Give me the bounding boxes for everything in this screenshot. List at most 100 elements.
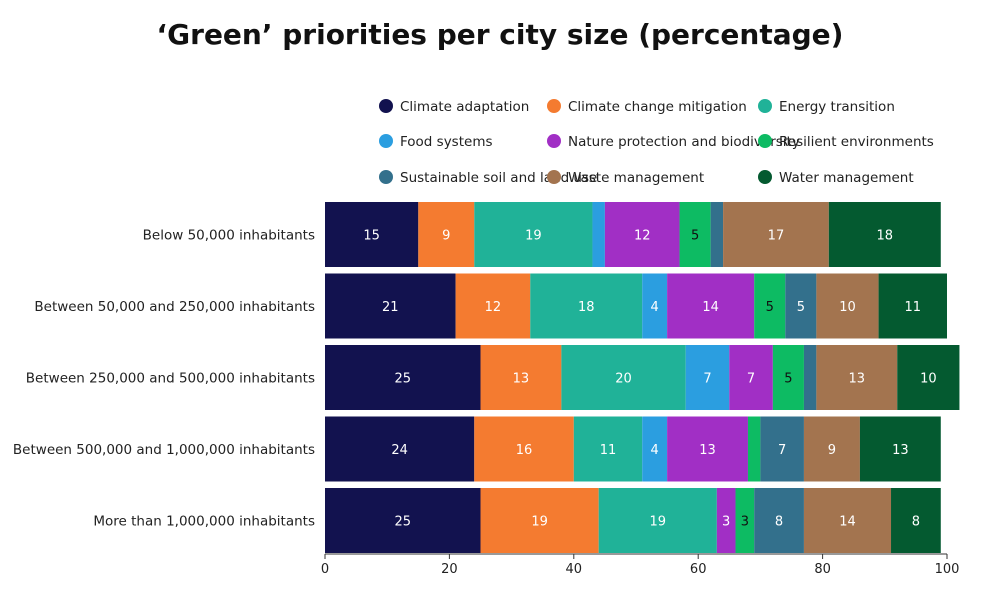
bar-climate-adaptation [325,345,481,410]
data-label: 14 [839,515,856,530]
data-label: 13 [513,372,530,387]
legend-label-food-systems: Food systems [400,134,493,150]
bar-climate-change-mitigation [418,202,475,267]
legend-label-energy-transition: Energy transition [779,99,895,115]
bar-nature-protection-and-biodiversity [604,202,680,267]
data-label: 25 [394,515,411,530]
legend-label-resilient-environments: Resilient environments [779,134,934,150]
data-label: 5 [766,300,774,315]
legend-label-climate-change-mitigation: Climate change mitigation [568,99,747,115]
bar-energy-transition [530,273,643,339]
bar-climate-change-mitigation [480,488,599,553]
x-tick-label: 60 [690,562,707,577]
category-label: Below 50,000 inhabitants [143,228,315,244]
chart-title: ‘Green’ priorities per city size (percen… [156,18,844,51]
x-tick-label: 20 [441,562,458,577]
bar-water-management [859,416,941,482]
data-label: 4 [651,300,659,315]
bar-food-systems [642,273,668,339]
data-label: 14 [702,300,719,315]
bar-water-management [828,202,941,267]
bar-sustainable-soil-and-land-use [760,416,804,482]
category-label: Between 500,000 and 1,000,000 inhabitant… [13,442,315,458]
bar-climate-change-mitigation [480,345,562,410]
bar-resilient-environments [747,416,761,482]
x-tick-label: 40 [566,562,583,577]
bar-water-management [891,488,941,553]
bar-energy-transition [598,488,717,553]
category-label: Between 250,000 and 500,000 inhabitants [26,371,315,387]
bar-water-management [897,345,960,410]
bar-sustainable-soil-and-land-use [754,488,804,553]
data-label: 5 [797,300,805,315]
data-label: 18 [578,300,595,315]
legend-marker-food-systems [379,134,393,148]
bar-climate-adaptation [325,273,456,339]
data-label: 19 [525,229,542,244]
data-label: 5 [691,229,699,244]
legend-marker-climate-adaptation [379,99,393,113]
data-label: 10 [839,300,856,315]
bar-resilient-environments [754,273,786,339]
data-label: 25 [394,372,411,387]
bar-waste-management [803,488,892,553]
bar-nature-protection-and-biodiversity [667,416,748,482]
legend-marker-waste-management [547,170,561,184]
legend-label-nature-protection-and-biodiversity: Nature protection and biodiversity [568,134,800,150]
x-tick-label: 0 [321,562,329,577]
bar-nature-protection-and-biodiversity [729,345,773,410]
legend-marker-resilient-environments [758,134,772,148]
data-label: 3 [722,515,730,530]
bar-waste-management [816,273,879,339]
legend-label-water-management: Water management [779,170,914,186]
bar-resilient-environments [772,345,804,410]
bar-nature-protection-and-biodiversity [667,273,755,339]
bar-food-systems [685,345,730,410]
data-label: 11 [600,443,617,458]
data-label: 12 [485,300,502,315]
data-label: 19 [649,515,666,530]
bar-climate-adaptation [325,202,419,267]
data-label: 21 [382,300,399,315]
data-label: 7 [703,372,711,387]
data-label: 13 [849,372,866,387]
category-label: More than 1,000,000 inhabitants [93,514,315,530]
bar-resilient-environments [735,488,755,553]
data-label: 12 [634,229,651,244]
data-label: 24 [391,443,408,458]
bar-sustainable-soil-and-land-use [803,345,817,410]
bar-sustainable-soil-and-land-use [785,273,817,339]
data-label: 4 [651,443,659,458]
legend-marker-energy-transition [758,99,772,113]
bar-climate-adaptation [325,416,475,482]
data-label: 9 [828,443,836,458]
legend-label-climate-adaptation: Climate adaptation [400,99,529,115]
legend-marker-sustainable-soil-and-land-use [379,170,393,184]
data-label: 20 [615,372,632,387]
data-label: 9 [442,229,450,244]
data-label: 5 [784,372,792,387]
legend-marker-climate-change-mitigation [547,99,561,113]
data-label: 13 [699,443,716,458]
data-label: 3 [741,515,749,530]
bar-climate-change-mitigation [474,416,574,482]
data-label: 10 [920,372,937,387]
legend-label-waste-management: Waste management [568,170,704,186]
bar-sustainable-soil-and-land-use [710,202,724,267]
legend-marker-nature-protection-and-biodiversity [547,134,561,148]
data-label: 11 [905,300,922,315]
data-label: 8 [912,515,920,530]
bar-energy-transition [573,416,643,482]
x-tick-label: 80 [814,562,831,577]
data-label: 7 [747,372,755,387]
bar-water-management [878,273,947,339]
bar-waste-management [723,202,829,267]
bar-energy-transition [561,345,686,410]
bar-waste-management [803,416,860,482]
data-label: 13 [892,443,909,458]
bar-food-systems [642,416,668,482]
data-label: 7 [778,443,786,458]
data-label: 19 [531,515,548,530]
data-label: 15 [363,229,380,244]
